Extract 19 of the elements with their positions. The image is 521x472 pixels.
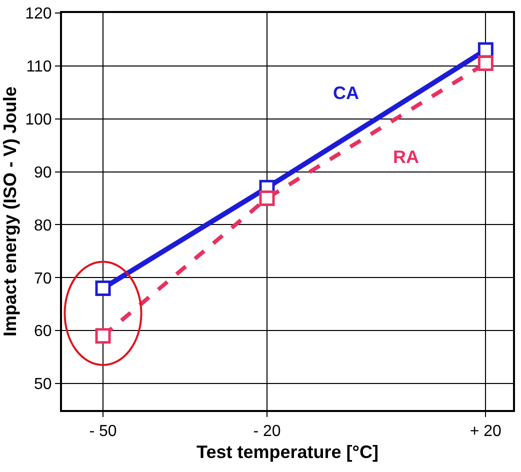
point [95,280,111,296]
x-tick-label: - 50 [89,423,117,440]
series-label: RA [393,147,419,167]
y-tick-label: 80 [34,217,52,234]
y-tick-label: 60 [34,323,52,340]
y-axis-title: Impact energy (ISO - V) Joule [0,86,20,337]
x-axis-title: Test temperature [°C] [196,442,378,462]
y-tick-label: 90 [34,164,52,182]
point [478,56,494,72]
x-tick-label: - 20 [253,423,281,440]
x-tick-label: + 20 [470,423,502,440]
point [95,328,111,344]
series-label: CA [333,83,359,103]
y-tick-label: 100 [25,111,52,128]
y-tick-label: 110 [26,58,52,76]
y-tick-label: 50 [34,376,52,394]
point [259,190,275,206]
y-tick-label: 70 [34,270,52,288]
y-tick-label: 120 [25,6,52,23]
